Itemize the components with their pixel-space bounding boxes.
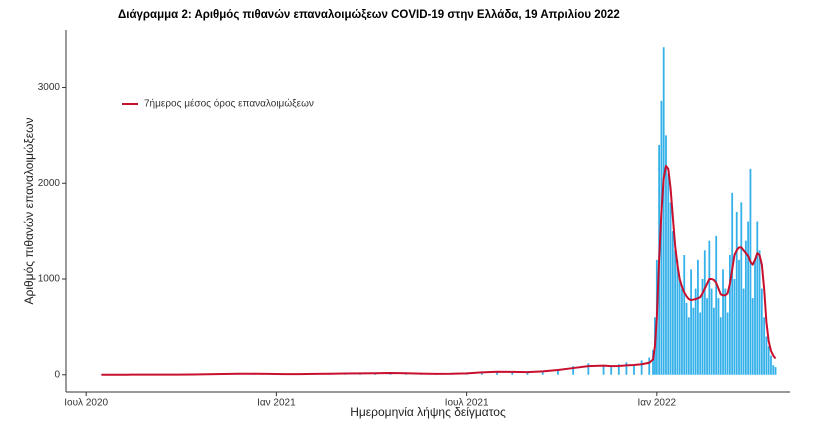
bar [735,211,738,375]
bar [722,269,724,375]
bar [640,360,643,375]
y-tick-label: 1000 [38,274,61,285]
bar [687,317,690,375]
bar [719,317,722,375]
bar [678,278,681,375]
x-tick-label: Ιουλ 2020 [64,398,108,409]
bar [694,288,697,375]
bar [726,312,729,375]
bar [633,365,635,375]
bar [652,349,654,375]
legend-label: 7ήμερος μέσος όρος επαναλοιμώξεων [144,98,314,110]
bar [685,302,688,375]
bar [715,235,718,375]
y-tick-label: 0 [54,369,60,380]
bar [703,250,706,375]
bar [692,307,695,375]
bar [733,278,736,375]
bar [617,364,620,375]
bar [671,231,674,375]
bar [674,250,677,375]
bar [690,269,692,375]
bar [710,288,713,375]
bar [557,369,559,375]
bar [541,370,544,375]
y-tick-label: 3000 [38,82,61,93]
x-axis-title: Ημερομηνία λήψης δείγματος [350,405,506,419]
bar [756,221,759,375]
x-tick-label: Ιαν 2021 [257,398,296,409]
x-tick-label: Ιουλ 2021 [445,398,489,409]
x-tick-label: Ιαν 2022 [638,398,677,409]
bar [708,240,711,375]
bar [713,307,715,375]
bar [669,202,672,375]
bar [738,259,740,375]
bar [676,259,679,375]
bar [681,288,683,375]
bar [751,298,754,375]
bar [602,365,605,375]
bar [610,367,613,375]
bar [660,100,663,375]
bar [760,288,763,375]
bar [767,346,770,375]
bar [744,240,747,375]
bar [774,367,777,375]
bar [724,288,727,375]
bar [625,362,628,375]
bar [587,363,590,375]
bar [699,312,702,375]
bar [665,135,667,375]
bar [701,278,704,375]
y-axis-title: Αριθμός πιθανών επαναλοιμώξεων [22,117,36,304]
average-line [101,164,777,376]
bar [740,202,743,375]
bar [511,372,514,375]
bar [662,47,665,375]
bar [667,173,670,375]
bar [765,336,768,375]
bar [758,250,761,375]
bar [747,221,750,375]
bar [749,168,752,375]
bar [754,259,756,375]
bar [770,355,772,375]
bar [742,288,745,375]
bar [731,192,734,375]
bar [526,371,529,375]
chart-title: Διάγραμμα 2: Αριθμός πιθανών επαναλοιμώξ… [118,9,620,21]
bar [683,255,686,375]
bar [772,365,775,375]
bar [648,357,651,375]
bar [697,259,699,375]
bar [496,371,498,375]
bar [717,298,720,375]
bar [572,366,575,375]
bar [763,317,766,375]
y-tick-label: 2000 [38,178,61,189]
bar [706,298,708,375]
bar [728,255,731,375]
